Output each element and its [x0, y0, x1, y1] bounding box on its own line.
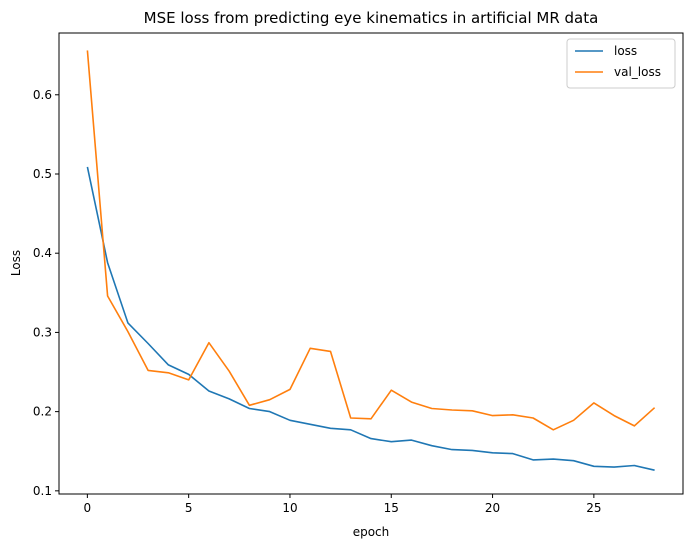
y-tick-label: 0.2 — [33, 405, 52, 419]
y-tick-label: 0.3 — [33, 325, 52, 339]
x-axis: 0 5 10 15 20 25 — [84, 494, 601, 515]
y-tick-label: 0.1 — [33, 484, 52, 498]
series-line-val-loss — [86, 50, 656, 431]
legend-label-val-loss: val_loss — [614, 65, 661, 79]
plot-area — [58, 32, 684, 495]
x-tick-label: 25 — [586, 501, 601, 515]
y-tick-label: 0.5 — [33, 167, 52, 181]
x-axis-label: epoch — [353, 525, 390, 539]
x-tick-label: 10 — [282, 501, 297, 515]
y-axis-label: Loss — [9, 250, 23, 276]
x-tick-label: 20 — [485, 501, 500, 515]
y-tick-label: 0.4 — [33, 246, 52, 260]
x-tick-label: 5 — [185, 501, 193, 515]
series-group — [86, 50, 656, 471]
chart-title: MSE loss from predicting eye kinematics … — [144, 9, 599, 27]
y-tick-label: 0.6 — [33, 88, 52, 102]
x-tick-label: 15 — [384, 501, 399, 515]
y-axis: 0.1 0.2 0.3 0.4 0.5 0.6 — [33, 88, 59, 498]
legend: loss val_loss — [566, 38, 676, 89]
series-line-loss — [86, 166, 655, 471]
x-tick-label: 0 — [84, 501, 92, 515]
legend-label-loss: loss — [614, 44, 637, 58]
